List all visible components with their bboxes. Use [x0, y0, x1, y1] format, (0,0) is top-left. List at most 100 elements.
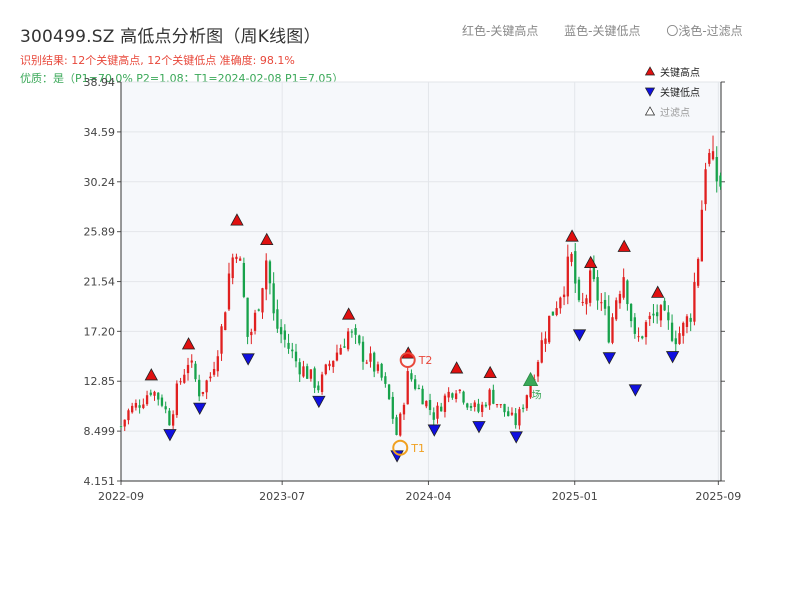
candle-body: [607, 306, 610, 343]
candle-body: [406, 371, 409, 405]
candle-body: [332, 360, 335, 367]
y-tick-label: 8.499: [84, 425, 116, 438]
candle-body: [559, 297, 562, 309]
candle-body: [179, 381, 182, 383]
candle-body: [224, 312, 227, 331]
candle-body: [600, 302, 603, 304]
candle-body: [227, 273, 231, 310]
candle-body: [238, 258, 242, 261]
candle-body: [276, 309, 279, 329]
candle-body: [313, 368, 316, 388]
candle-body: [592, 265, 596, 280]
candle-body: [525, 395, 529, 409]
legend-blue-low: 蓝色-关键低点: [564, 24, 641, 38]
candle-body: [447, 391, 450, 398]
y-tick-label: 4.151: [84, 475, 116, 488]
candle-body: [335, 352, 339, 361]
candle-body: [421, 388, 424, 405]
key-low-marker: [241, 353, 255, 366]
legend-marker: [644, 106, 656, 116]
candle-body: [380, 363, 383, 378]
candle-body: [265, 260, 268, 290]
candle-body: [198, 379, 201, 397]
candle-body: [391, 396, 394, 419]
candle-body: [294, 351, 298, 362]
candle-body: [298, 362, 301, 375]
candle-body: [481, 404, 484, 413]
candle-body: [451, 393, 454, 398]
candle-body: [428, 400, 432, 410]
x-tick-label: 2022-09: [98, 490, 144, 503]
candle-body: [183, 374, 186, 383]
candle-body: [521, 407, 525, 409]
candle-body: [510, 412, 514, 415]
candle-body: [373, 352, 376, 372]
candle-body: [432, 412, 435, 420]
candle-body: [142, 404, 145, 408]
key-high-marker: [617, 239, 631, 252]
candle-body: [462, 391, 465, 403]
candle-body: [402, 404, 406, 415]
key-low-marker: [628, 384, 643, 397]
candle-body: [131, 405, 134, 413]
candle-body: [194, 363, 197, 380]
candle-body: [399, 413, 402, 436]
candle-body: [622, 277, 625, 298]
candle-body: [309, 369, 313, 379]
legend-red-high: 红色-关键高点: [462, 24, 539, 38]
candle-body: [443, 395, 447, 412]
candle-body: [562, 294, 566, 298]
candle-body: [551, 311, 555, 316]
candle-body: [134, 402, 138, 408]
key-low-marker: [163, 429, 177, 442]
candle-body: [138, 405, 141, 408]
y-tick-label: 25.89: [84, 226, 116, 239]
y-tick-label: 12.85: [84, 375, 116, 388]
candle-body: [123, 419, 126, 427]
candle-body: [507, 411, 510, 417]
key-high-marker: [651, 285, 665, 298]
candle-body: [466, 403, 469, 408]
key-high-marker: [341, 307, 356, 320]
candle-body: [566, 256, 569, 297]
candle-body: [242, 262, 246, 297]
candle-body: [518, 409, 521, 426]
candle-body: [306, 366, 309, 379]
candle-body: [346, 331, 350, 350]
candle-body: [495, 404, 499, 406]
candle-body: [350, 331, 354, 333]
key-low-marker: [665, 351, 680, 364]
candle-body: [365, 362, 368, 364]
x-tick-label: 2023-07: [259, 490, 305, 503]
candle-body: [693, 282, 696, 322]
candle-body: [644, 322, 648, 338]
key-low-marker: [602, 352, 616, 365]
candle-body: [570, 253, 573, 262]
candle-body: [704, 169, 707, 205]
candle-body: [417, 387, 421, 389]
candle-body: [577, 279, 581, 301]
key-high-marker: [144, 368, 158, 381]
candle-body: [410, 373, 413, 380]
candle-body: [536, 361, 540, 377]
candle-body: [358, 335, 361, 344]
candle-body: [205, 380, 208, 393]
candle-body: [164, 406, 167, 410]
candle-body: [384, 376, 387, 384]
y-tick-label: 21.54: [84, 276, 116, 289]
candle-body: [119, 426, 123, 428]
chart-title: 300499.SZ 高低点分析图（周K线图）: [20, 27, 321, 47]
annotation-ring: [392, 439, 409, 456]
candle-body: [611, 317, 614, 343]
candle-body: [291, 349, 294, 352]
annotation-ring: [399, 352, 416, 369]
candle-body: [659, 305, 663, 321]
candle-body: [454, 393, 458, 400]
y-tick-label: 30.24: [84, 176, 116, 189]
candle-body: [469, 405, 473, 408]
y-tick-label: 17.20: [84, 325, 116, 338]
candle-body: [689, 317, 692, 322]
candle-body: [544, 338, 547, 344]
candle-body: [581, 301, 584, 303]
